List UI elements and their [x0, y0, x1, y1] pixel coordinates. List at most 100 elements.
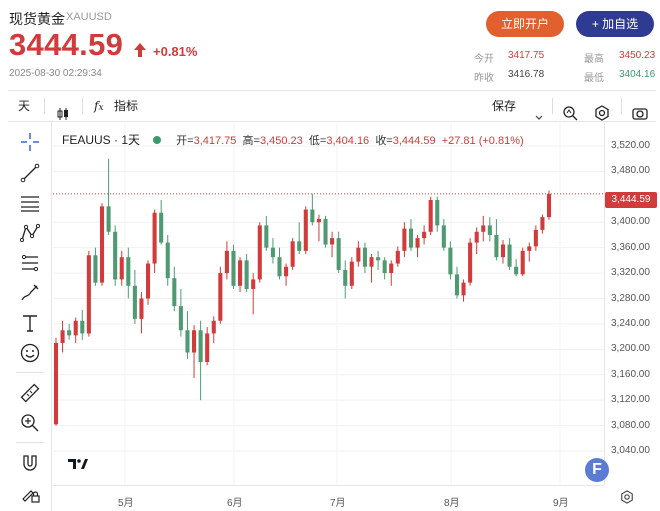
quote-header: 现货黄金 XAUUSD 3444.59 +0.81% 2025-08-30 02… [0, 0, 660, 88]
candle-body [500, 244, 506, 258]
x-tick-label: 9月 [553, 498, 569, 509]
candle-body [67, 330, 72, 336]
candle-body [284, 266, 289, 277]
instrument-code: XAUUSD [66, 11, 112, 23]
candle-body [53, 342, 59, 425]
x-tick-label: 5月 [118, 498, 134, 509]
y-tick-label: 3,040.00 [611, 445, 650, 456]
interval-selector[interactable]: 天 [18, 99, 31, 113]
y-tick-label: 3,320.00 [611, 267, 650, 279]
candle-body [165, 242, 170, 279]
candle-body [474, 231, 479, 243]
candle-body [481, 225, 486, 232]
candle-body [343, 269, 348, 286]
candlestick-chart[interactable] [53, 123, 604, 485]
prev-close-value: 3416.78 [508, 69, 545, 80]
candle-body [316, 219, 321, 223]
candle-body [356, 247, 361, 262]
candle-body [461, 282, 466, 296]
candle-body [527, 246, 532, 251]
tool-divider [16, 372, 44, 373]
candle-body [349, 261, 354, 286]
ruler-icon[interactable] [19, 382, 41, 404]
chevron-down-icon[interactable] [535, 103, 543, 133]
candle-body [468, 242, 473, 283]
open-account-button[interactable]: 立即开户 [486, 11, 564, 37]
trend-line-icon[interactable] [19, 162, 41, 184]
candle-body [270, 247, 275, 258]
magnet-icon[interactable] [19, 452, 41, 474]
change-percent: +0.81% [153, 44, 198, 59]
high-value: 3450.23 [619, 50, 656, 61]
toolbar-divider [552, 98, 553, 114]
x-tick-label: 6月 [227, 498, 243, 509]
candle-body [454, 274, 460, 296]
low-label: 最低 [584, 73, 604, 84]
text-icon[interactable] [19, 312, 41, 334]
candle-body [422, 231, 427, 239]
emoji-icon[interactable] [19, 342, 41, 364]
candle-body [152, 212, 157, 264]
candle-body [139, 298, 144, 319]
quick-search-icon[interactable] [562, 98, 578, 128]
drawing-toolbar [8, 122, 52, 511]
brand-f-logo-icon: F [585, 458, 609, 482]
candle-body [93, 255, 98, 283]
price-axis[interactable]: 3,520.003,480.003,440.003,400.003,360.00… [604, 123, 660, 485]
last-price-tag: 3,444.59 [605, 192, 657, 208]
candle-body [126, 257, 131, 286]
candle-body [415, 238, 420, 248]
y-tick-label: 3,360.00 [611, 241, 650, 253]
candle-body [362, 247, 367, 267]
candle-body [487, 225, 492, 235]
legend-symbol[interactable]: FEAUUS · 1天 [62, 133, 141, 147]
indicators-button[interactable]: 指标 [114, 99, 139, 113]
x-tick-label: 7月 [330, 498, 346, 509]
save-button[interactable]: 保存 [492, 99, 517, 113]
brush-icon[interactable] [19, 282, 41, 304]
candle-body [277, 257, 282, 277]
candle-body [218, 273, 223, 321]
y-tick-label: 3,480.00 [611, 165, 650, 177]
candle-body [119, 257, 124, 280]
candle-body [231, 250, 236, 286]
legend-open-key: 开= [176, 135, 194, 147]
y-tick-label: 3,240.00 [611, 317, 650, 329]
up-arrow-icon [134, 43, 146, 57]
y-tick-label: 3,200.00 [611, 343, 650, 355]
candle-body [323, 219, 328, 245]
legend-close-key: 收= [375, 135, 393, 147]
camera-icon[interactable] [632, 98, 648, 128]
fib-icon[interactable] [19, 252, 41, 274]
candle-body [435, 200, 440, 226]
open-label: 今开 [474, 54, 494, 65]
toolbar-divider [621, 98, 622, 114]
y-tick-label: 3,520.00 [611, 140, 650, 151]
y-tick-label: 3,080.00 [611, 419, 650, 431]
legend-high-value: 3,450.23 [259, 135, 303, 147]
indicators-icon[interactable]: fx [94, 99, 104, 113]
tradingview-logo-icon[interactable] [66, 455, 90, 473]
zoom-icon[interactable] [19, 412, 41, 434]
candle-body [303, 209, 308, 251]
crosshair-icon[interactable] [19, 131, 41, 153]
legend-close-value: 3,444.59 [392, 135, 436, 147]
legend-change-value: +27.81 (+0.81%) [441, 135, 524, 147]
quote-timestamp: 2025-08-30 02:29:34 [9, 68, 102, 79]
pattern-icon[interactable] [19, 222, 41, 244]
axis-settings-icon[interactable] [620, 490, 634, 504]
candle-body [389, 263, 394, 274]
candle-type-icon[interactable] [56, 99, 70, 129]
high-label: 最高 [584, 54, 604, 65]
candle-body [428, 200, 433, 232]
settings-icon[interactable] [594, 98, 610, 128]
lock-draw-icon[interactable] [19, 482, 41, 504]
horizontal-lines-icon[interactable] [19, 192, 41, 214]
legend-low-key: 低= [308, 135, 327, 147]
add-favorite-button[interactable]: + 加自选 [576, 11, 654, 37]
time-axis[interactable]: 5月 6月 7月 8月 9月 [53, 485, 604, 511]
candle-body [376, 257, 381, 261]
candle-body [494, 234, 499, 258]
legend-low-value: 3,404.16 [326, 135, 370, 147]
y-tick-label: 3,120.00 [611, 394, 650, 406]
